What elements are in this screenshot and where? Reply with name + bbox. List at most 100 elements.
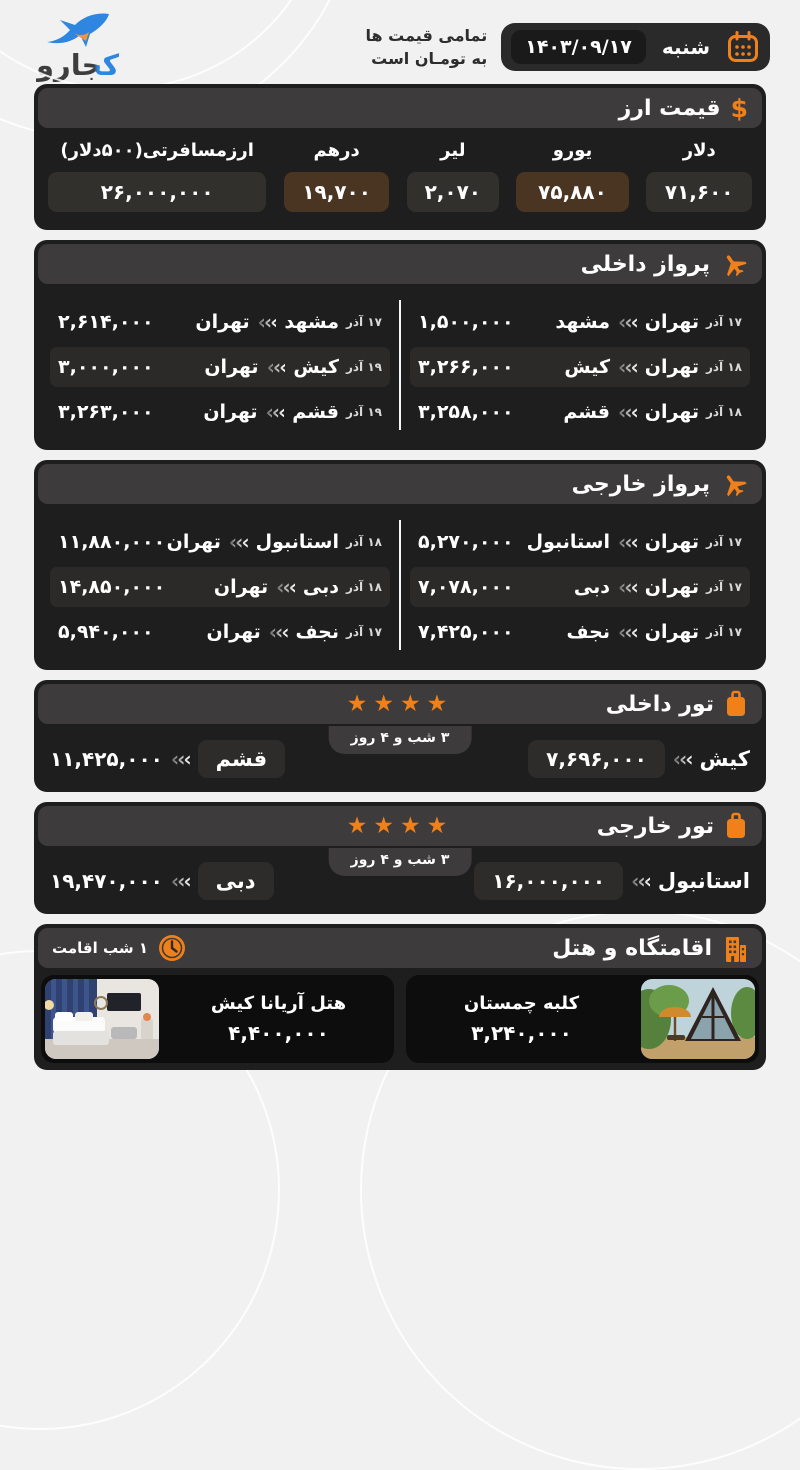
flight-date: ۱۸ آذر xyxy=(345,535,382,549)
flight-row: ۱۹ آذر قشم ‹‹‹ تهران ۳,۲۶۳,۰۰۰ xyxy=(50,392,390,432)
hotel-card-chamestan: کلبه چمستان ۳,۲۴۰,۰۰۰ xyxy=(406,975,759,1063)
kojaro-bird-icon xyxy=(46,13,109,47)
domestic-flights-title: پرواز داخلی xyxy=(580,251,710,277)
international-flights-header: پرواز خارجی xyxy=(38,464,762,504)
flight-row: ۱۷ آذر تهران ‹‹‹ دبی ۷,۰۷۸,۰۰۰ xyxy=(410,567,750,607)
route-chevrons-icon: ‹‹‹ xyxy=(268,620,290,644)
flight-destination: کیش xyxy=(564,356,611,378)
domestic-tours-row: کیش ‹‹‹ ۷,۶۹۶,۰۰۰ قشم ‹‹‹ ۱۱,۴۲۵,۰۰۰ xyxy=(38,724,762,788)
column-divider xyxy=(399,520,401,650)
currency-col-dirham: درهم ۱۹,۷۰۰ xyxy=(283,140,390,212)
a-frame-cabin-image xyxy=(641,979,755,1059)
flight-price: ۷,۰۷۸,۰۰۰ xyxy=(418,576,514,598)
flight-row: ۱۷ آذر تهران ‹‹‹ مشهد ۱,۵۰۰,۰۰۰ xyxy=(410,302,750,342)
hotel-card-ariana-kish: هتل آریانا کیش ۴,۴۰۰,۰۰۰ xyxy=(41,975,394,1063)
hotel-room-photo xyxy=(45,979,159,1059)
flight-price: ۳,۲۶۶,۰۰۰ xyxy=(418,356,514,378)
hotels-title: اقامتگاه و هتل xyxy=(552,935,712,961)
tour-price: ۱۹,۴۷۰,۰۰۰ xyxy=(50,869,163,893)
international-tours-title: تور خارجی xyxy=(596,813,714,839)
international-tours-header: تور خارجی ★★★★ xyxy=(38,806,762,846)
international-tours-section: تور خارجی ★★★★ ۳ شب و ۴ روز استانبول ‹‹‹… xyxy=(34,802,766,914)
star-rating-icons: ★★★★ xyxy=(346,691,454,717)
hotels-header: اقامتگاه و هتل ۱ شب اقامت xyxy=(38,928,762,968)
flight-destination: نجف xyxy=(566,621,611,643)
route-chevrons-icon: ‹‹‹ xyxy=(257,310,279,334)
currency-label: درهم xyxy=(313,140,360,161)
hotel-name: کلبه چمستان xyxy=(463,993,580,1014)
kojaro-logo-text: کجارو xyxy=(36,48,120,82)
flight-row: ۱۷ آذر مشهد ‹‹‹ تهران ۲,۶۱۴,۰۰۰ xyxy=(50,302,390,342)
currency-section-title: قیمت ارز xyxy=(618,95,721,121)
international-flights-title: پرواز خارجی xyxy=(571,471,710,497)
building-icon xyxy=(726,937,746,962)
flight-origin: تهران xyxy=(644,356,699,378)
clock-icon xyxy=(159,935,185,961)
international-flights-table: ۱۷ آذر تهران ‹‹‹ استانبول ۵,۲۷۰,۰۰۰ ۱۷ آ… xyxy=(38,504,762,666)
flight-origin: قشم xyxy=(292,401,339,423)
flight-origin: استانبول xyxy=(255,531,339,553)
tour-duration-badge: ۳ شب و ۴ روز xyxy=(328,726,472,754)
note-line-2: به تومـان است xyxy=(371,49,488,68)
tour-city: استانبول xyxy=(657,869,750,893)
flight-row: ۱۹ آذر کیش ‹‹‹ تهران ۳,۰۰۰,۰۰۰ xyxy=(50,347,390,387)
domestic-flights-section: پرواز داخلی ۱۷ آذر تهران ‹‹‹ مشهد ۱,۵۰۰,… xyxy=(34,240,766,450)
flight-price: ۱,۵۰۰,۰۰۰ xyxy=(418,311,514,333)
flight-row: ۱۸ آذر تهران ‹‹‹ کیش ۳,۲۶۶,۰۰۰ xyxy=(410,347,750,387)
flight-destination: استانبول xyxy=(526,531,611,553)
flight-origin: تهران xyxy=(644,311,699,333)
flight-destination: قشم xyxy=(563,401,611,423)
route-chevrons-icon: ‹‹‹ xyxy=(276,575,297,599)
route-chevrons-icon: ‹‹‹ xyxy=(672,747,694,771)
route-chevrons-icon: ‹‹‹ xyxy=(266,355,288,379)
flight-price: ۱۴,۸۵۰,۰۰۰ xyxy=(58,576,166,598)
flight-price: ۳,۲۵۸,۰۰۰ xyxy=(418,401,514,423)
flight-date: ۱۷ آذر xyxy=(705,625,742,639)
kojaro-logo[interactable]: کجارو xyxy=(30,12,119,82)
stay-duration-note: ۱ شب اقامت xyxy=(52,933,187,963)
currency-value: ۲,۰۷۰ xyxy=(407,172,499,212)
tour-item-right: استانبول ‹‹‹ ۱۶,۰۰۰,۰۰۰ xyxy=(474,862,750,900)
calendar-icon xyxy=(728,31,758,62)
flight-row: ۱۸ آذر استانبول ‹‹‹ تهران ۱۱,۸۸۰,۰۰۰ xyxy=(50,522,390,562)
flight-destination: تهران xyxy=(213,576,269,598)
currency-value-highlighted: ۱۹,۷۰۰ xyxy=(283,172,390,212)
hotel-name: هتل آریانا کیش xyxy=(210,993,347,1014)
flight-price: ۳,۰۰۰,۰۰۰ xyxy=(58,356,154,378)
prices-in-toman-note: تمامی قیمت ها به تومـان است xyxy=(365,24,487,70)
flight-row: ۱۷ آذر تهران ‹‹‹ نجف ۷,۴۲۵,۰۰۰ xyxy=(410,612,750,652)
hotel-price: ۴,۴۰۰,۰۰۰ xyxy=(228,1021,329,1045)
domestic-tours-header: تور داخلی ★★★★ xyxy=(38,684,762,724)
route-chevrons-icon: ‹‹‹ xyxy=(631,869,652,893)
hotel-card-text: هتل آریانا کیش ۴,۴۰۰,۰۰۰ xyxy=(163,993,394,1045)
cabin-photo xyxy=(641,979,755,1059)
flight-origin: نجف xyxy=(295,621,339,643)
flight-date: ۱۷ آذر xyxy=(705,315,742,329)
flight-origin: دبی xyxy=(302,576,339,598)
tour-price: ۷,۶۹۶,۰۰۰ xyxy=(528,740,665,778)
flight-origin: تهران xyxy=(644,621,699,643)
dollar-icon: $ xyxy=(730,93,748,123)
airplane-icon xyxy=(726,255,747,277)
tour-city: کیش xyxy=(699,747,750,771)
currency-value: ۲۶,۰۰۰,۰۰۰ xyxy=(48,172,267,212)
currency-label: ارزمسافرتی(۵۰۰دلار) xyxy=(60,140,254,161)
flight-destination: تهران xyxy=(204,356,259,378)
column-divider xyxy=(399,300,401,430)
tour-item-left: دبی ‹‹‹ ۱۹,۴۷۰,۰۰۰ xyxy=(50,862,274,900)
note-line-1: تمامی قیمت ها xyxy=(365,25,488,45)
flight-date: ۱۷ آذر xyxy=(705,580,742,594)
domestic-flights-table: ۱۷ آذر تهران ‹‹‹ مشهد ۱,۵۰۰,۰۰۰ ۱۸ آذر ت… xyxy=(38,284,762,446)
currency-section-header: $ قیمت ارز xyxy=(38,88,762,128)
route-chevrons-icon: ‹‹‹ xyxy=(618,575,639,599)
flight-price: ۷,۴۲۵,۰۰۰ xyxy=(418,621,514,643)
hotels-section: اقامتگاه و هتل ۱ شب اقامت xyxy=(34,924,766,1070)
flight-date: ۱۷ آذر xyxy=(705,535,742,549)
flight-price: ۲,۶۱۴,۰۰۰ xyxy=(58,311,154,333)
route-chevrons-icon: ‹‹‹ xyxy=(170,869,192,893)
header: شنبه ۱۴۰۳/۰۹/۱۷ تمامی قیمت ها به تومـان … xyxy=(0,0,800,84)
weekday-label: شنبه xyxy=(661,35,710,59)
currency-col-travel: ارزمسافرتی(۵۰۰دلار) ۲۶,۰۰۰,۰۰۰ xyxy=(48,140,267,212)
star-rating-icons: ★★★★ xyxy=(346,813,454,839)
hotel-cards-row: کلبه چمستان ۳,۲۴۰,۰۰۰ هتل آریانا کیش ۴,۴… xyxy=(38,968,762,1066)
